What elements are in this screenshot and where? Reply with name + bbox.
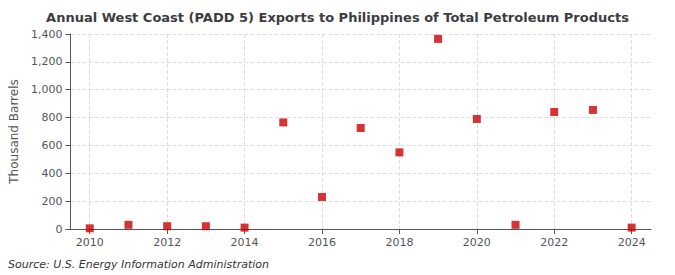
svg-text:Thousand Barrels: Thousand Barrels (7, 79, 21, 184)
svg-text:600: 600 (41, 139, 62, 152)
svg-text:1,200: 1,200 (31, 55, 63, 68)
svg-text:1,000: 1,000 (31, 83, 63, 96)
svg-text:200: 200 (41, 195, 62, 208)
svg-text:2010: 2010 (76, 236, 104, 249)
svg-text:2018: 2018 (385, 236, 413, 249)
svg-text:2014: 2014 (231, 236, 259, 249)
svg-text:Annual West Coast (PADD 5) Exp: Annual West Coast (PADD 5) Exports to Ph… (46, 10, 629, 25)
svg-text:1,400: 1,400 (31, 28, 63, 41)
svg-text:2022: 2022 (540, 236, 568, 249)
svg-text:400: 400 (41, 167, 62, 180)
svg-text:0: 0 (55, 223, 62, 236)
svg-text:2024: 2024 (618, 236, 646, 249)
svg-text:2020: 2020 (463, 236, 491, 249)
svg-text:800: 800 (41, 111, 62, 124)
svg-text:Source: U.S. Energy Informatio: Source: U.S. Energy Information Administ… (8, 258, 269, 271)
svg-text:2016: 2016 (308, 236, 336, 249)
svg-text:2012: 2012 (153, 236, 181, 249)
